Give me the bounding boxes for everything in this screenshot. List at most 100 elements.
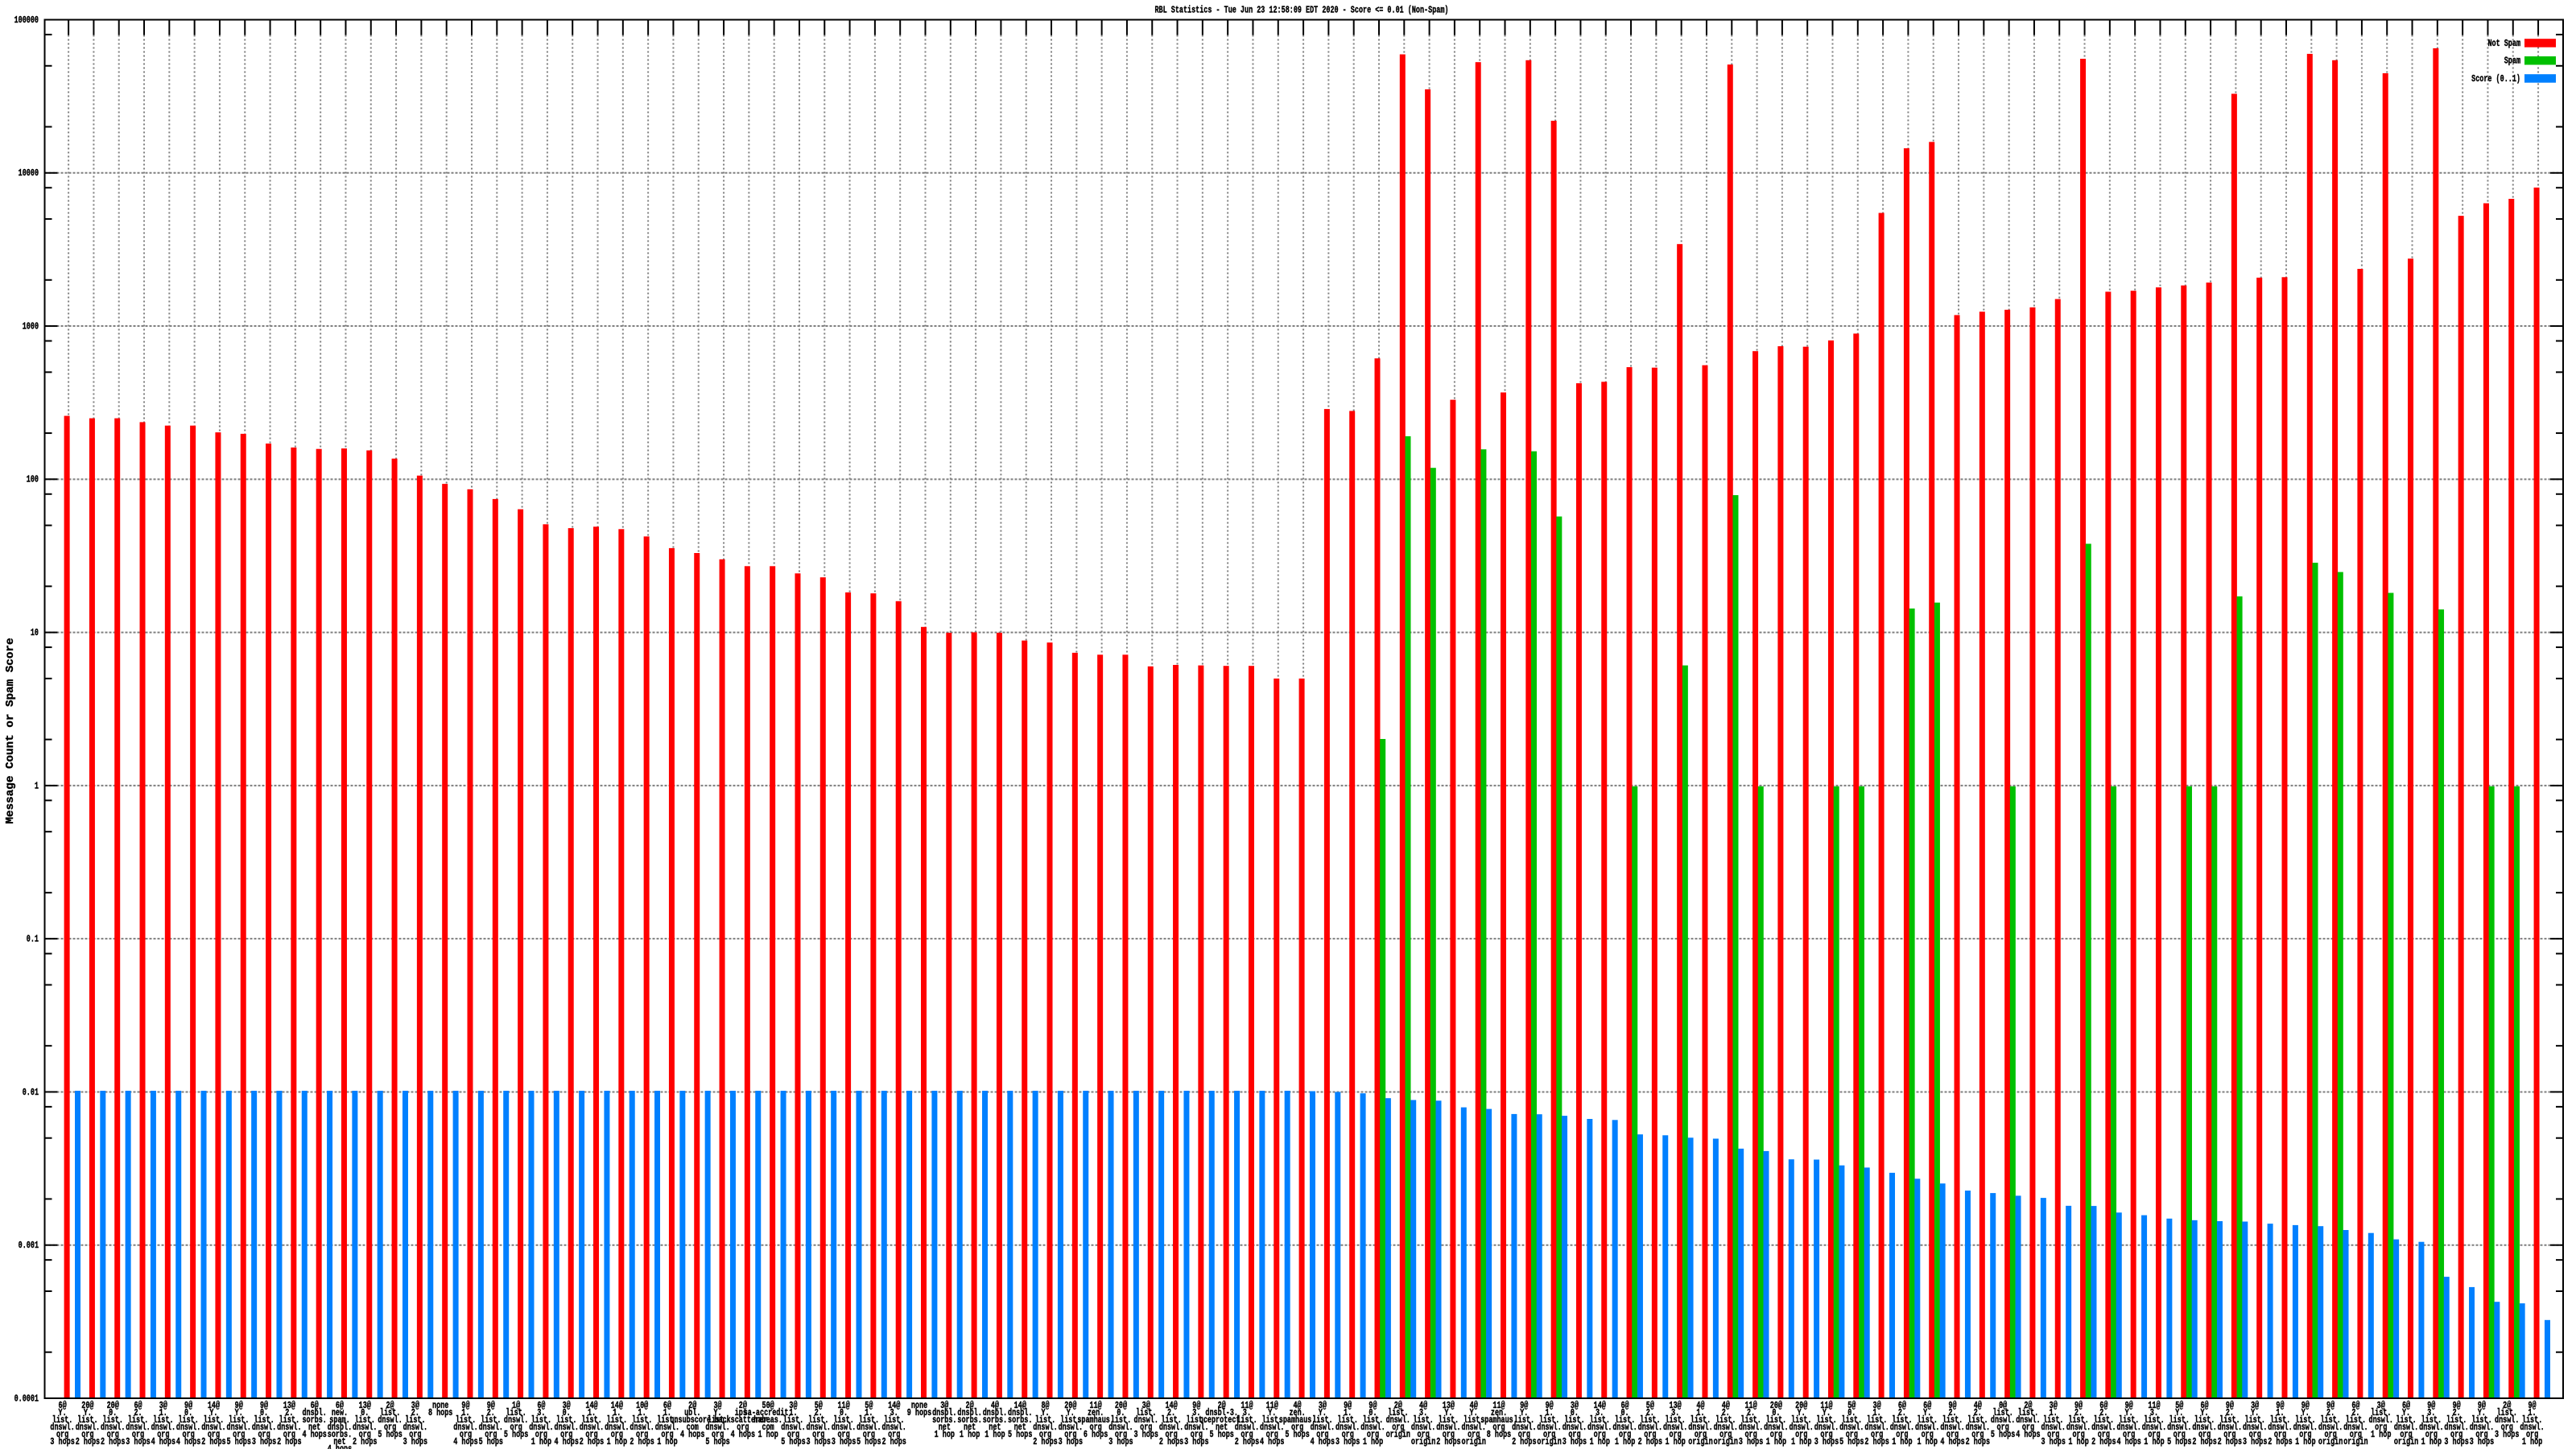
svg-text:1 hop: 1 hop <box>1615 1436 1635 1447</box>
svg-text:list.: list. <box>783 1414 803 1426</box>
svg-text:dnswl.: dnswl. <box>1638 1422 1662 1433</box>
svg-text:1: 1 <box>35 780 39 791</box>
svg-text:9@: 9@ <box>2326 1400 2335 1411</box>
svg-text:dnswl.: dnswl. <box>1940 1422 1964 1433</box>
svg-text:1.: 1. <box>1696 1407 1704 1418</box>
svg-text:sa-accredit.: sa-accredit. <box>744 1407 793 1418</box>
svg-text:1 hop: 1 hop <box>2421 1436 2442 1447</box>
svg-text:Y.: Y. <box>2301 1407 2310 1418</box>
svg-text:9@: 9@ <box>461 1400 470 1411</box>
svg-text:dnswl.: dnswl. <box>1311 1422 1335 1433</box>
svg-text:5 hops: 5 hops <box>781 1436 805 1447</box>
svg-text:org: org <box>409 1429 421 1440</box>
svg-text:4@: 4@ <box>1470 1400 1479 1411</box>
svg-text:5 hops: 5 hops <box>1209 1429 1233 1440</box>
svg-text:1 hop: 1 hop <box>2295 1436 2315 1447</box>
svg-text:dnswl.: dnswl. <box>2167 1422 2191 1433</box>
svg-text:1 hop: 1 hop <box>607 1436 627 1447</box>
svg-text:list.: list. <box>2119 1414 2139 1426</box>
svg-text:2.: 2. <box>1747 1407 1755 1418</box>
svg-text:1 hop: 1 hop <box>2068 1436 2088 1447</box>
svg-text:3 hops: 3 hops <box>50 1436 74 1447</box>
svg-text:dnswl.: dnswl. <box>1134 1414 1158 1426</box>
svg-text:3 hops: 3 hops <box>1184 1436 1208 1447</box>
svg-text:Y.: Y. <box>84 1407 92 1418</box>
svg-text:dnswl.: dnswl. <box>2066 1422 2091 1433</box>
svg-text:6 hops: 6 hops <box>1084 1429 1108 1440</box>
svg-text:dnswl.: dnswl. <box>126 1422 150 1433</box>
svg-text:net: net <box>939 1422 951 1433</box>
svg-text:9@: 9@ <box>1520 1400 1529 1411</box>
svg-text:20@: 20@ <box>81 1400 94 1411</box>
svg-text:dnswl.: dnswl. <box>1966 1422 1990 1433</box>
svg-text:list.: list. <box>2421 1414 2442 1426</box>
svg-text:1.: 1. <box>1344 1407 1352 1418</box>
svg-text:100000: 100000 <box>14 14 39 26</box>
svg-text:list.: list. <box>355 1414 375 1426</box>
svg-text:dnswl.: dnswl. <box>1335 1422 1360 1433</box>
svg-text:3@: 3@ <box>713 1400 722 1411</box>
svg-text:net: net <box>989 1422 1001 1433</box>
svg-text:dnswl.: dnswl. <box>453 1422 477 1433</box>
svg-text:habeas.: habeas. <box>753 1414 782 1426</box>
svg-text:list.: list. <box>1564 1414 1584 1426</box>
svg-text:zen.: zen. <box>1491 1407 1507 1418</box>
svg-text:org: org <box>283 1429 295 1440</box>
svg-text:2.: 2. <box>815 1407 823 1418</box>
svg-text:org: org <box>1090 1422 1102 1433</box>
svg-text:3 hops: 3 hops <box>1814 1436 1839 1447</box>
svg-text:5 hops: 5 hops <box>857 1436 881 1447</box>
svg-text:org: org <box>1418 1429 1430 1440</box>
svg-text:org: org <box>2022 1422 2034 1433</box>
svg-text:org: org <box>233 1429 245 1440</box>
svg-text:2.: 2. <box>1974 1407 1982 1418</box>
svg-text:2 hops: 2 hops <box>881 1436 906 1447</box>
svg-text:org: org <box>258 1429 270 1440</box>
svg-text:list.: list. <box>481 1414 501 1426</box>
svg-text:list.: list. <box>1715 1414 1736 1426</box>
svg-text:9@: 9@ <box>2074 1400 2083 1411</box>
svg-text:dnswl.: dnswl. <box>1235 1422 1259 1433</box>
svg-text:0.: 0. <box>1620 1407 1629 1418</box>
svg-text:Y.: Y. <box>1823 1407 1831 1418</box>
svg-text:list.: list. <box>708 1414 728 1426</box>
svg-text:3@: 3@ <box>1571 1400 1579 1411</box>
svg-text:1.: 1. <box>2050 1407 2058 1418</box>
svg-text:6@: 6@ <box>537 1400 546 1411</box>
svg-text:3 hops: 3 hops <box>2444 1436 2468 1447</box>
svg-text:5@: 5@ <box>815 1400 824 1411</box>
svg-text:org: org <box>1468 1429 1480 1440</box>
svg-text:3 hops: 3 hops <box>2243 1436 2267 1447</box>
svg-text:1 hop: 1 hop <box>1892 1436 1912 1447</box>
svg-text:list.: list. <box>2270 1414 2290 1426</box>
svg-text:dnswl.: dnswl. <box>479 1422 503 1433</box>
svg-text:dnswl.: dnswl. <box>176 1422 200 1433</box>
svg-text:Y.: Y. <box>1319 1407 1327 1418</box>
svg-text:dnswl.: dnswl. <box>2243 1422 2267 1433</box>
svg-text:4 hops: 4 hops <box>2016 1429 2040 1440</box>
svg-text:2.: 2. <box>487 1407 495 1418</box>
svg-text:10: 10 <box>31 627 39 638</box>
svg-text:dnswl.: dnswl. <box>2520 1422 2544 1433</box>
svg-text:6@: 6@ <box>2099 1400 2108 1411</box>
svg-text:org: org <box>1191 1429 1203 1440</box>
svg-text:2.: 2. <box>1646 1407 1654 1418</box>
svg-text:dnsbl.: dnsbl. <box>302 1407 326 1418</box>
svg-text:6@: 6@ <box>59 1400 68 1411</box>
svg-text:0.: 0. <box>361 1407 369 1418</box>
svg-text:list.: list. <box>2497 1407 2517 1418</box>
svg-text:2 hops: 2 hops <box>1436 1436 1460 1447</box>
svg-text:dnswl.: dnswl. <box>2016 1414 2040 1426</box>
svg-text:dnswl.: dnswl. <box>403 1422 427 1433</box>
svg-text:9@: 9@ <box>260 1400 269 1411</box>
svg-text:uceprotect.: uceprotect. <box>1199 1414 1245 1426</box>
svg-text:11@: 11@ <box>2148 1400 2161 1411</box>
svg-text:9@: 9@ <box>1368 1400 1377 1411</box>
svg-text:9@: 9@ <box>2276 1400 2285 1411</box>
svg-text:dnswl.: dnswl. <box>1411 1422 1435 1433</box>
svg-text:dnswl.: dnswl. <box>1033 1422 1057 1433</box>
svg-text:net: net <box>1216 1422 1228 1433</box>
svg-text:3@: 3@ <box>2377 1400 2386 1411</box>
svg-text:9@: 9@ <box>2427 1400 2436 1411</box>
svg-text:3@: 3@ <box>563 1400 572 1411</box>
